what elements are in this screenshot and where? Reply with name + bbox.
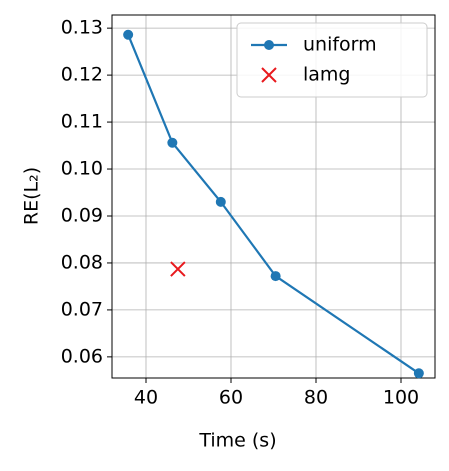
marker [264, 40, 274, 50]
x-tick-label: 60 [219, 387, 243, 409]
marker [170, 261, 186, 277]
y-tick-label: 0.11 [61, 111, 103, 133]
x-tick-label: 40 [134, 387, 158, 409]
y-tick-label: 0.08 [61, 251, 103, 273]
marker [270, 271, 281, 282]
marker [261, 67, 277, 83]
legend-label: uniform [303, 34, 377, 56]
y-tick-label: 0.06 [61, 345, 103, 367]
plot-frame [111, 14, 436, 379]
marker [167, 137, 178, 148]
marker-stroke [261, 67, 277, 83]
x-tick-label: 80 [304, 387, 328, 409]
legend-label: lamg [303, 64, 351, 86]
y-tick-label: 0.10 [61, 158, 103, 180]
legend-box [236, 22, 428, 98]
y-tick-label: 0.12 [61, 64, 103, 86]
marker [123, 29, 134, 40]
marker-stroke [170, 261, 186, 277]
y-tick-label: 0.07 [61, 298, 103, 320]
y-axis-label: RE(L₂) [21, 167, 43, 225]
y-tick-label: 0.13 [61, 17, 103, 39]
y-tick-label: 0.09 [61, 204, 103, 226]
x-tick-label: 100 [383, 387, 419, 409]
x-axis-label: Time (s) [198, 430, 276, 452]
marker [215, 196, 226, 207]
marker [413, 368, 424, 379]
